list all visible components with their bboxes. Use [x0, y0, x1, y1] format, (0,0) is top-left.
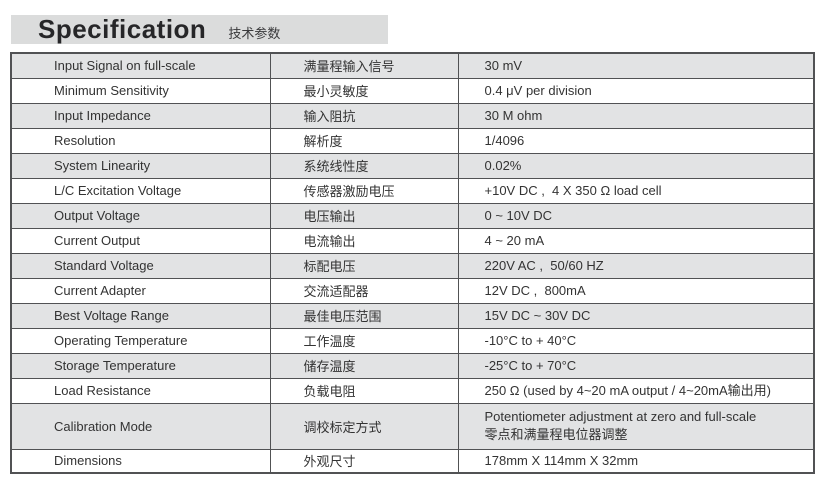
- param-name-en: Dimensions: [10, 448, 271, 474]
- param-name-zh: 电压输出: [269, 202, 459, 229]
- param-value: 12V DC , 800mA: [457, 277, 815, 304]
- param-name-zh: 系统线性度: [269, 152, 459, 179]
- param-name-en: Best Voltage Range: [10, 302, 271, 329]
- param-name-zh: 输入阻抗: [269, 102, 459, 129]
- param-name-en: Input Impedance: [10, 102, 271, 129]
- param-name-en: Input Signal on full-scale: [10, 52, 271, 79]
- page-subtitle: 技术参数: [228, 26, 281, 41]
- param-value: Potentiometer adjustment at zero and ful…: [457, 402, 815, 450]
- table-row: Standard Voltage 标配电压 220V AC , 50/60 HZ: [10, 252, 815, 279]
- param-value: -25°C to + 70°C: [457, 352, 815, 379]
- table-row: L/C Excitation Voltage 传感器激励电压 +10V DC ,…: [10, 177, 815, 204]
- table-row: Output Voltage 电压输出 0 ~ 10V DC: [10, 202, 815, 229]
- spec-table-body: Input Signal on full-scale 满量程输入信号 30 mV…: [10, 52, 815, 474]
- param-name-en: Resolution: [10, 127, 271, 154]
- param-name-zh: 外观尺寸: [269, 448, 459, 474]
- table-row: Resolution 解析度 1/4096: [10, 127, 815, 154]
- spec-table: Input Signal on full-scale 满量程输入信号 30 mV…: [10, 52, 815, 474]
- param-name-zh: 调校标定方式: [269, 402, 459, 450]
- param-name-zh: 电流输出: [269, 227, 459, 254]
- param-name-zh: 负载电阻: [269, 377, 459, 404]
- table-row: Dimensions 外观尺寸 178mm X 114mm X 32mm: [10, 448, 815, 474]
- param-name-en: L/C Excitation Voltage: [10, 177, 271, 204]
- param-name-zh: 最佳电压范围: [269, 302, 459, 329]
- param-value: 0 ~ 10V DC: [457, 202, 815, 229]
- table-row: Best Voltage Range 最佳电压范围 15V DC ~ 30V D…: [10, 302, 815, 329]
- param-name-zh: 工作温度: [269, 327, 459, 354]
- param-name-zh: 传感器激励电压: [269, 177, 459, 204]
- table-row: Input Impedance 输入阻抗 30 M ohm: [10, 102, 815, 129]
- param-value: 15V DC ~ 30V DC: [457, 302, 815, 329]
- param-name-en: Load Resistance: [10, 377, 271, 404]
- param-value: +10V DC , 4 X 350 Ω load cell: [457, 177, 815, 204]
- param-name-en: Current Adapter: [10, 277, 271, 304]
- table-row: Current Output 电流输出 4 ~ 20 mA: [10, 227, 815, 254]
- table-row: Input Signal on full-scale 满量程输入信号 30 mV: [10, 52, 815, 79]
- param-name-zh: 最小灵敏度: [269, 77, 459, 104]
- page-title: Specification: [38, 14, 207, 44]
- param-name-en: Current Output: [10, 227, 271, 254]
- param-name-zh: 解析度: [269, 127, 459, 154]
- param-value: 0.02%: [457, 152, 815, 179]
- param-value: 4 ~ 20 mA: [457, 227, 815, 254]
- table-row: Storage Temperature 储存温度 -25°C to + 70°C: [10, 352, 815, 379]
- table-row: Calibration Mode 调校标定方式 Potentiometer ad…: [10, 402, 815, 450]
- param-name-zh: 满量程输入信号: [269, 52, 459, 79]
- param-name-en: Calibration Mode: [10, 402, 271, 450]
- param-name-zh: 交流适配器: [269, 277, 459, 304]
- table-row: Load Resistance 负载电阻 250 Ω (used by 4~20…: [10, 377, 815, 404]
- param-value: 178mm X 114mm X 32mm: [457, 448, 815, 474]
- param-name-en: Minimum Sensitivity: [10, 77, 271, 104]
- table-row: Current Adapter 交流适配器 12V DC , 800mA: [10, 277, 815, 304]
- table-row: Operating Temperature 工作温度 -10°C to + 40…: [10, 327, 815, 354]
- param-name-zh: 储存温度: [269, 352, 459, 379]
- param-name-en: Output Voltage: [10, 202, 271, 229]
- param-value: 1/4096: [457, 127, 815, 154]
- param-name-en: Standard Voltage: [10, 252, 271, 279]
- param-value: 30 mV: [457, 52, 815, 79]
- param-name-en: System Linearity: [10, 152, 271, 179]
- param-value: 0.4 μV per division: [457, 77, 815, 104]
- section-header: Specification 技术参数: [11, 15, 388, 44]
- param-name-en: Operating Temperature: [10, 327, 271, 354]
- param-name-zh: 标配电压: [269, 252, 459, 279]
- param-value: 30 M ohm: [457, 102, 815, 129]
- param-value: 250 Ω (used by 4~20 mA output / 4~20mA输出…: [457, 377, 815, 404]
- param-name-en: Storage Temperature: [10, 352, 271, 379]
- param-value: 220V AC , 50/60 HZ: [457, 252, 815, 279]
- table-row: Minimum Sensitivity 最小灵敏度 0.4 μV per div…: [10, 77, 815, 104]
- table-row: System Linearity 系统线性度 0.02%: [10, 152, 815, 179]
- param-value: -10°C to + 40°C: [457, 327, 815, 354]
